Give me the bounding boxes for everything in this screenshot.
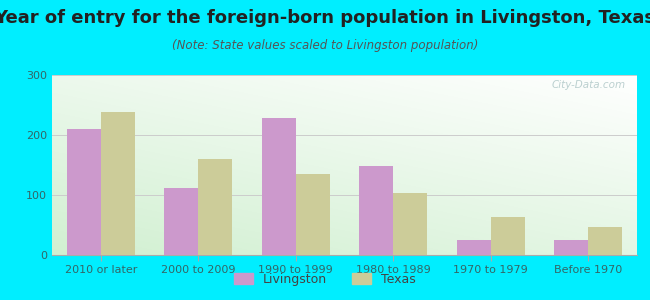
- Bar: [66, 129, 101, 255]
- Bar: [588, 227, 623, 255]
- Bar: [393, 193, 428, 255]
- Text: City-Data.com: City-Data.com: [551, 80, 625, 90]
- Bar: [554, 240, 588, 255]
- Text: Year of entry for the foreign-born population in Livingston, Texas: Year of entry for the foreign-born popul…: [0, 9, 650, 27]
- Bar: [164, 188, 198, 255]
- Bar: [491, 217, 525, 255]
- Bar: [261, 118, 296, 255]
- Legend: Livingston, Texas: Livingston, Texas: [229, 268, 421, 291]
- Text: (Note: State values scaled to Livingston population): (Note: State values scaled to Livingston…: [172, 39, 478, 52]
- Bar: [359, 166, 393, 255]
- Bar: [296, 174, 330, 255]
- Bar: [198, 159, 233, 255]
- Bar: [101, 112, 135, 255]
- Bar: [457, 240, 491, 255]
